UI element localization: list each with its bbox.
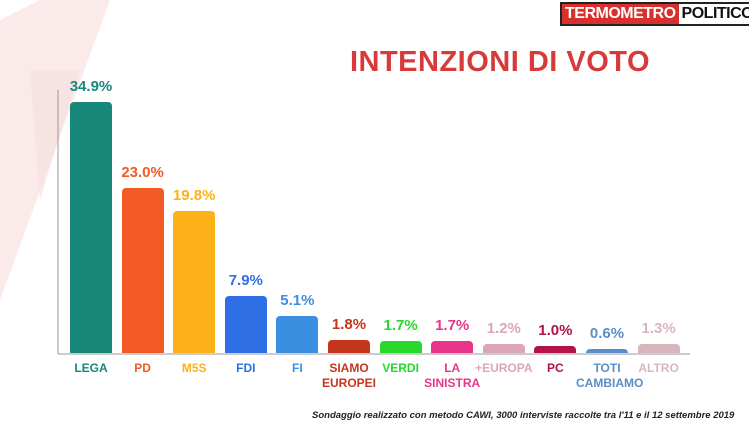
x-tick-label: FDI	[236, 361, 256, 375]
bar	[431, 340, 474, 353]
bar	[70, 102, 112, 353]
bar	[328, 340, 370, 353]
bar	[224, 296, 267, 353]
x-tick-label: +EUROPA	[475, 361, 533, 375]
x-tick-label: PD	[134, 361, 151, 375]
value-label: 7.9%	[228, 272, 263, 290]
x-tick-label: LEGA	[74, 361, 108, 375]
x-tick-label: VERDI	[382, 361, 419, 375]
footnote: Sondaggio realizzato con metodo CAWI, 30…	[312, 410, 735, 421]
x-tick-label: LA SINISTRA	[424, 361, 481, 390]
value-label: 1.2%	[486, 320, 521, 338]
x-tick-label: FI	[292, 361, 303, 375]
x-tick-label: TOTI CAMBIAMO	[576, 361, 644, 390]
value-label: 23.0%	[121, 163, 164, 181]
bar	[379, 340, 422, 353]
bar	[121, 187, 164, 353]
x-tick-label: ALTRO	[638, 361, 679, 375]
x-tick-label: SIAMO EUROPEI	[321, 361, 376, 390]
value-label: 5.1%	[280, 292, 315, 310]
brand-logo: TERMOMETRO POLITICO	[560, 2, 749, 26]
bar	[637, 343, 680, 353]
value-label: 1.7%	[435, 316, 470, 334]
value-label: 19.8%	[172, 186, 216, 204]
brand-text: TERMOMETRO	[562, 4, 679, 24]
bar	[276, 316, 319, 353]
value-label: 1.3%	[641, 319, 676, 337]
bar	[586, 348, 628, 353]
x-tick-label: M5S	[181, 361, 207, 375]
decor-stroke	[30, 70, 80, 200]
chart-title: INTENZIONI DI VOTO	[349, 46, 651, 78]
value-label: 1.8%	[331, 316, 367, 334]
value-label: 1.0%	[538, 321, 573, 339]
bar	[482, 344, 525, 353]
value-label: 0.6%	[589, 324, 625, 342]
value-label: 34.9%	[69, 78, 113, 95]
bar	[534, 345, 577, 353]
x-tick-label: PC	[547, 361, 564, 375]
bar	[173, 210, 216, 353]
brand-text: POLITICO	[678, 4, 749, 24]
value-label: 1.7%	[383, 316, 418, 334]
